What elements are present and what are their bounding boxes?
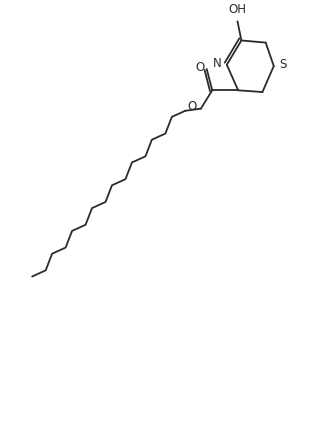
Text: O: O [187, 101, 196, 113]
Text: S: S [279, 58, 286, 71]
Text: N: N [213, 57, 222, 69]
Text: OH: OH [228, 3, 247, 16]
Text: O: O [195, 61, 204, 74]
